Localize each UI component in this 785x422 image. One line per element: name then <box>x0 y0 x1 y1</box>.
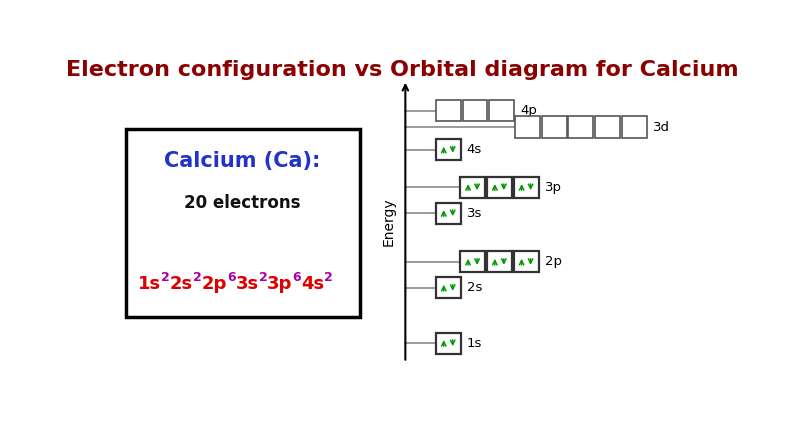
Bar <box>515 116 540 138</box>
Text: 2p: 2p <box>202 275 227 293</box>
Text: 2: 2 <box>258 271 268 284</box>
Bar <box>436 139 461 160</box>
Text: 4s: 4s <box>301 275 324 293</box>
Text: 3d: 3d <box>653 121 670 133</box>
Text: 3p: 3p <box>545 181 562 194</box>
Bar <box>436 100 461 121</box>
Bar <box>513 251 539 273</box>
Bar <box>622 116 647 138</box>
Bar <box>462 100 487 121</box>
Text: 1s: 1s <box>467 337 482 349</box>
Bar <box>460 251 485 273</box>
Text: 3s: 3s <box>236 275 258 293</box>
Bar <box>489 100 514 121</box>
Text: 3s: 3s <box>467 207 482 219</box>
Text: 3p: 3p <box>268 275 293 293</box>
Text: Calcium (Ca):: Calcium (Ca): <box>164 151 321 171</box>
Bar <box>126 129 360 317</box>
Bar <box>513 176 539 197</box>
Text: Electron configuration vs Orbital diagram for Calcium: Electron configuration vs Orbital diagra… <box>66 60 739 80</box>
Text: 2s: 2s <box>467 281 482 295</box>
Text: Energy: Energy <box>382 197 396 246</box>
Bar <box>542 116 567 138</box>
Bar <box>595 116 620 138</box>
Bar <box>436 277 461 298</box>
Bar <box>436 203 461 224</box>
Text: 2: 2 <box>192 271 202 284</box>
Bar <box>487 176 512 197</box>
Text: 2: 2 <box>161 271 170 284</box>
Text: 2: 2 <box>324 271 333 284</box>
Text: 4s: 4s <box>467 143 482 156</box>
Text: 4p: 4p <box>520 104 537 117</box>
Text: 20 electrons: 20 electrons <box>184 195 301 212</box>
Text: 6: 6 <box>293 271 301 284</box>
Text: 6: 6 <box>227 271 236 284</box>
Bar <box>487 251 512 273</box>
Bar <box>436 333 461 354</box>
Text: 2p: 2p <box>545 255 562 268</box>
Bar <box>460 176 485 197</box>
Text: 1s: 1s <box>137 275 161 293</box>
Bar <box>568 116 593 138</box>
Text: 2s: 2s <box>170 275 192 293</box>
